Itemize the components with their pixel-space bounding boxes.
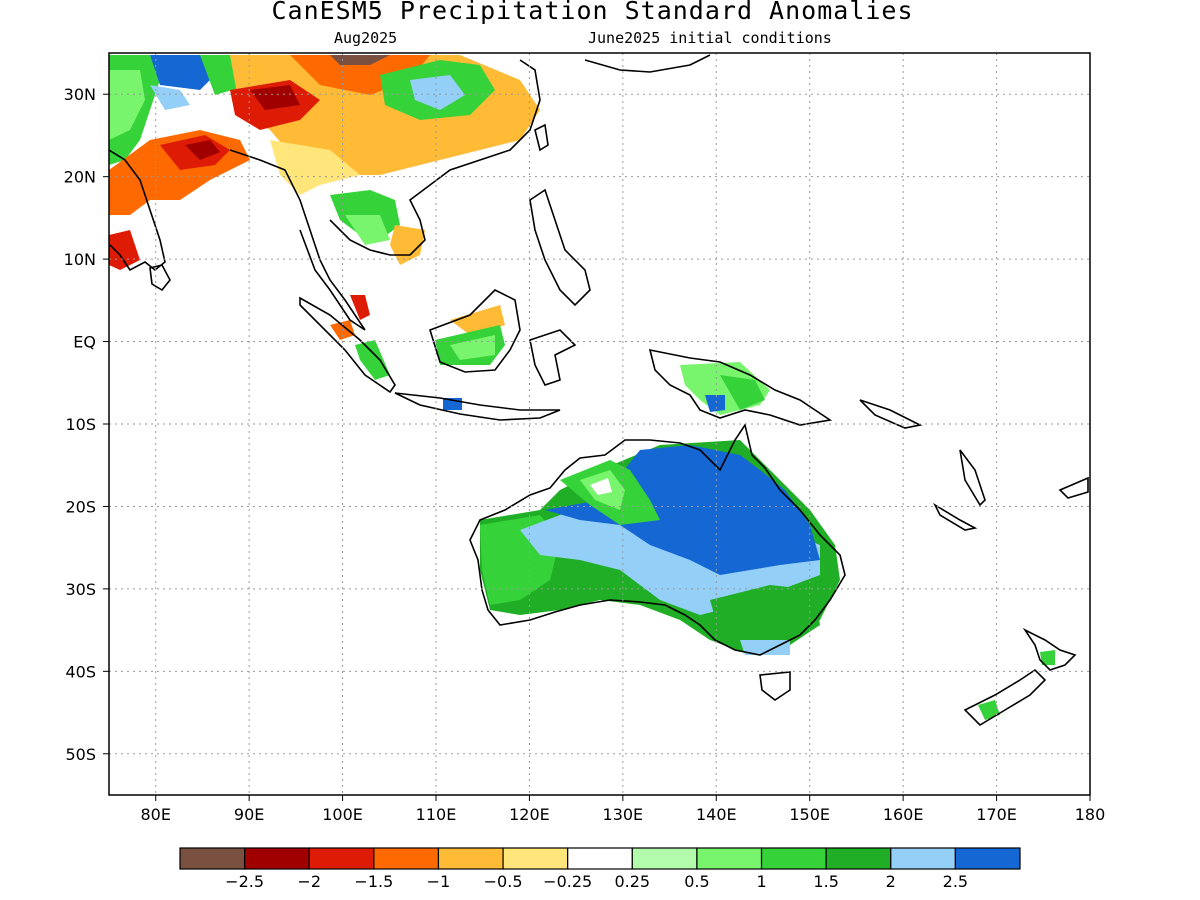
colorbar-swatch — [567, 847, 633, 870]
lon-tick-label: 120E — [509, 805, 550, 824]
coastline-nz-north — [1022, 627, 1077, 671]
lat-tick-label: 20N — [64, 168, 96, 187]
coastline-nz-south — [963, 668, 1047, 727]
lon-tick-label: 140E — [696, 805, 737, 824]
anomaly-patch-west-india-red — [109, 230, 140, 270]
valid-month-label: Aug2025 — [334, 29, 398, 47]
coastline-japan — [584, 54, 711, 73]
anomaly-patch-china-darkred — [250, 85, 300, 110]
anomaly-patch-tibet-blue — [150, 55, 220, 90]
anomaly-patch-nz-north-green — [1040, 650, 1055, 665]
lon-tick-label: 170E — [976, 805, 1017, 824]
coastline-new-guinea — [648, 348, 833, 426]
anomaly-patch-australia-blue — [545, 445, 820, 575]
coastline-sumatra — [299, 296, 396, 394]
colorbar-swatch — [179, 847, 246, 870]
lat-tick-label: 10S — [65, 415, 96, 434]
lat-tick-label: 20S — [65, 497, 96, 516]
colorbar-swatch — [760, 847, 827, 870]
colorbar-label: −0.25 — [543, 872, 592, 891]
coastline-bay-of-bengal-east — [229, 149, 366, 331]
lat-tick-label: 30N — [64, 85, 96, 104]
colorbar-swatch — [437, 847, 504, 870]
coastline-tasmania — [759, 671, 791, 701]
figure-title: CanESM5 Precipitation Standard Anomalies — [271, 0, 914, 25]
coastline-australia — [469, 423, 846, 656]
coastline-java — [394, 392, 561, 421]
lon-tick-label: 130E — [603, 805, 644, 824]
coastline-india — [109, 149, 166, 272]
anomaly-patch-kimberley-white — [590, 478, 612, 495]
latitude-tick-labels: 30N 20N 10N EQ 10S 20S 30S 40S 50S — [64, 85, 109, 764]
colorbar-swatch — [502, 847, 569, 870]
coastline-indochina — [329, 59, 541, 256]
anomaly-patch-malaya-red — [350, 295, 370, 320]
colorbar-label: 2 — [886, 872, 896, 891]
colorbar-swatch — [954, 847, 1021, 870]
coastline-sri-lanka — [149, 264, 171, 292]
colorbar-label: −0.5 — [484, 872, 523, 891]
colorbar-label: 1.5 — [813, 872, 838, 891]
lon-tick-label: 80E — [140, 805, 170, 824]
colorbar-label: 1 — [756, 872, 766, 891]
colorbar-swatch — [890, 847, 956, 870]
colorbar-swatch — [244, 847, 310, 870]
anomaly-patch-china-brown — [330, 55, 390, 65]
colorbar-swatch — [373, 847, 440, 870]
coastline-vanuatu — [959, 449, 986, 507]
coastline-borneo — [429, 289, 521, 373]
lat-tick-label: 50S — [65, 745, 96, 764]
colorbar: −2.5 −2 −1.5 −1 −0.5 −0.25 0.25 0.5 1 1.5 2 2.5 — [179, 847, 1021, 891]
anomaly-patch-china-lightblue — [410, 75, 465, 110]
colorbar-label: 0.25 — [614, 872, 650, 891]
coastline-fiji — [1058, 476, 1089, 499]
coastline-taiwan — [534, 123, 549, 152]
colorbar-label: 2.5 — [943, 872, 968, 891]
colorbar-label: −2.5 — [225, 872, 264, 891]
initial-conditions-label: June2025 initial conditions — [588, 29, 832, 47]
lon-tick-label: 150E — [789, 805, 830, 824]
colorbar-swatch — [825, 847, 892, 870]
anomaly-patch-sumatra-green — [355, 340, 390, 380]
coastline-new-caledonia — [933, 502, 978, 531]
colorbar-swatch — [696, 847, 763, 870]
lat-tick-label: 10N — [64, 250, 96, 269]
anomaly-patch-tibet-lightblue — [150, 85, 190, 110]
longitude-tick-labels: 80E 90E 100E 110E 120E 130E 140E 150E 160E 170E 18… — [140, 795, 1105, 824]
map-frame — [108, 52, 1091, 796]
coastline-sulawesi — [529, 329, 577, 386]
anomaly-patch-new-guinea-darkgreen — [720, 375, 765, 410]
anomaly-patch-south-china-yellow — [270, 140, 360, 195]
anomaly-patch-victoria-lightblue — [740, 640, 790, 655]
lon-tick-label: 180 — [1075, 805, 1106, 824]
colorbar-label: −1 — [427, 872, 451, 891]
coastline-philippines — [529, 188, 591, 307]
lat-tick-label: 40S — [65, 662, 96, 681]
anomaly-field — [109, 55, 1055, 720]
colorbar-label: −2 — [297, 872, 321, 891]
lon-tick-label: 90E — [234, 805, 264, 824]
colorbar-label: −1.5 — [354, 872, 393, 891]
anomaly-patch-borneo-lightgreen — [450, 335, 495, 360]
colorbar-label: 0.5 — [684, 872, 709, 891]
lon-tick-label: 100E — [322, 805, 363, 824]
anomaly-patch-nz-green — [978, 700, 1000, 720]
lon-tick-label: 110E — [416, 805, 457, 824]
anomaly-patch-indochina-lightgreen — [345, 215, 390, 245]
map-gridlines — [109, 53, 1090, 795]
coastlines — [109, 54, 1089, 727]
anomaly-patch-india-lightgreen — [109, 70, 145, 140]
anomaly-patch-bengal-darkred — [185, 140, 220, 160]
anomaly-patch-new-guinea-blue — [705, 395, 725, 412]
lat-tick-label: 30S — [65, 580, 96, 599]
anomaly-patch-southeast-australia-green — [710, 585, 820, 650]
lat-tick-label: EQ — [73, 333, 96, 352]
coastline-solomons — [859, 399, 923, 429]
colorbar-swatch — [308, 847, 375, 870]
lon-tick-label: 160E — [883, 805, 924, 824]
colorbar-swatch — [631, 847, 698, 870]
